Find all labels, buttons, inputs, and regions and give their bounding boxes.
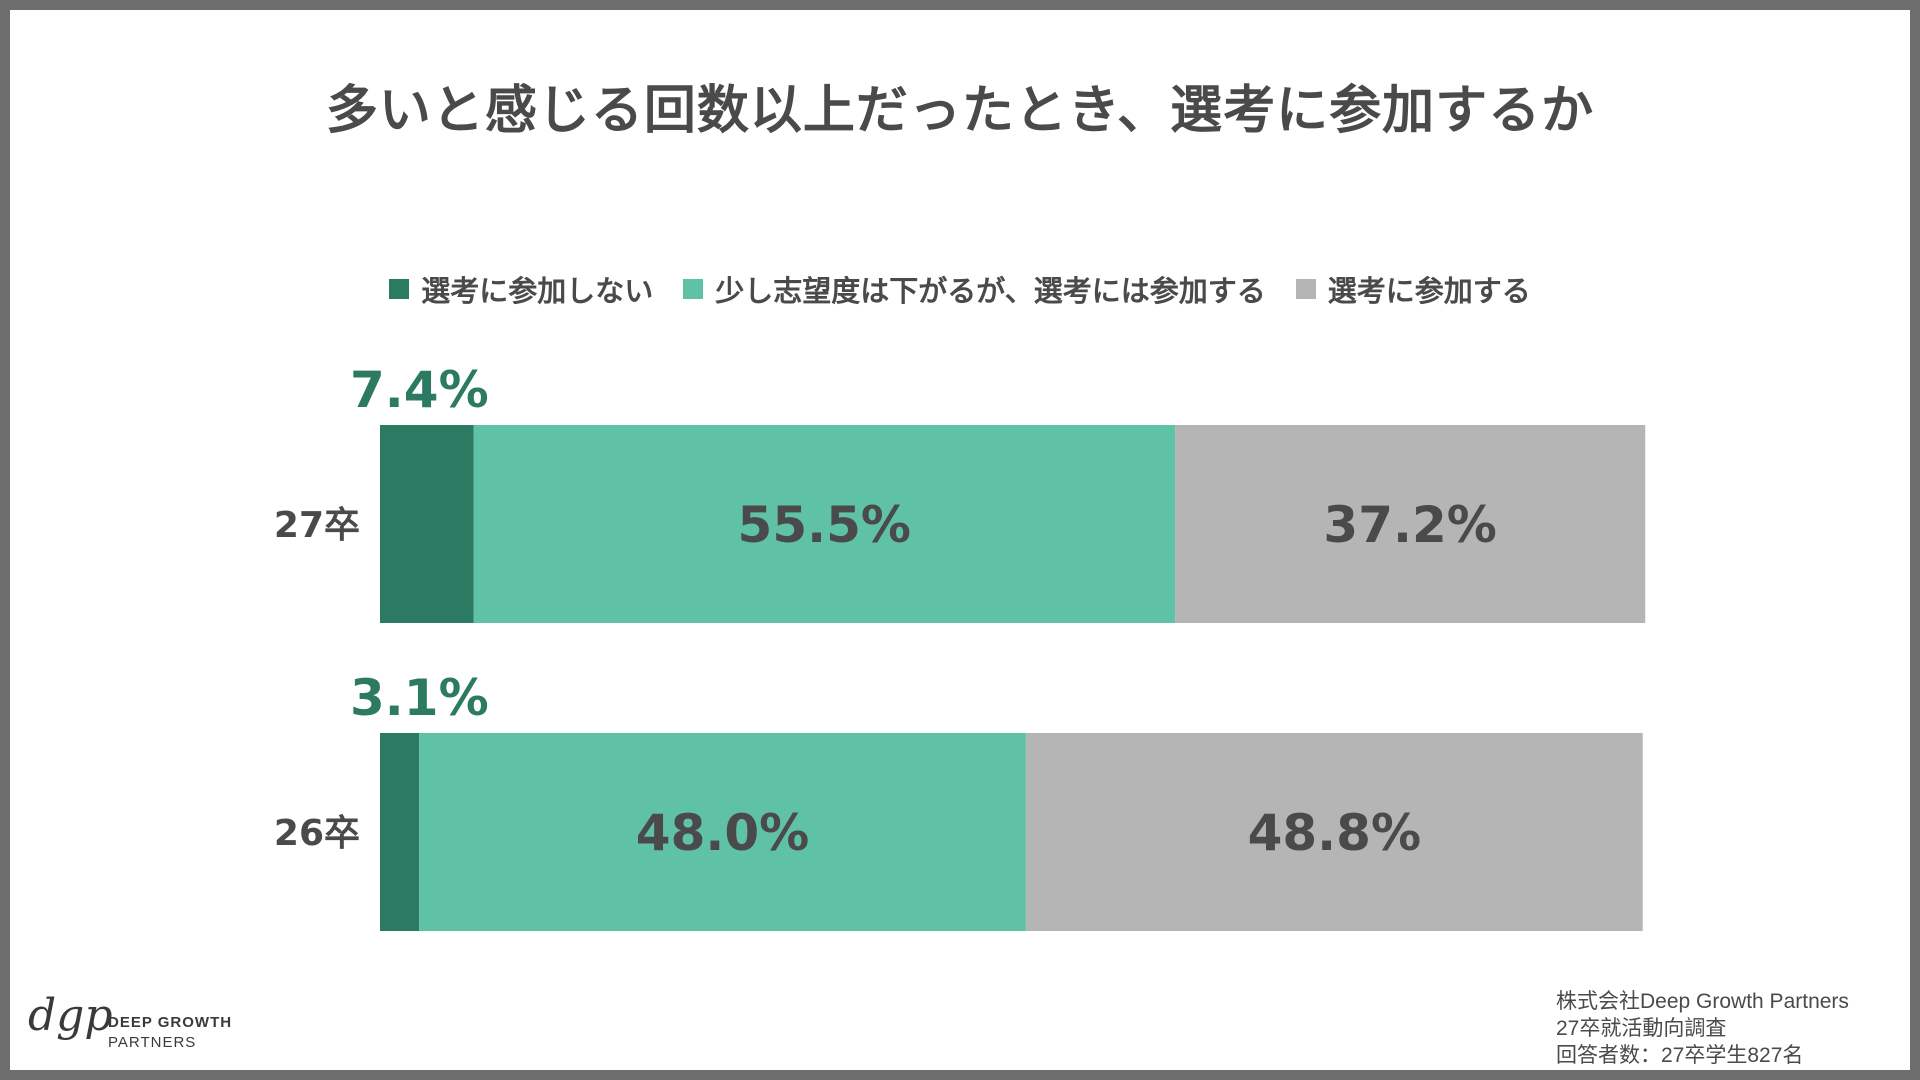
source-respondents: 回答者数：27卒学生827名 (1556, 1044, 1804, 1067)
legend-item-not-participate: 選考に参加しない (389, 268, 653, 310)
category-label: 26卒 (274, 813, 360, 854)
bar-segment (380, 425, 474, 623)
source-survey: 27卒就活動向調査 (1556, 1017, 1727, 1040)
logo-text-line2: PARTNERS (108, 1034, 197, 1051)
legend-item-participate-lower: 少し志望度は下がるが、選考には参加する (683, 268, 1266, 310)
data-label: 7.4% (350, 361, 489, 419)
bar-segment (1025, 733, 1643, 931)
category-label: 27卒 (274, 505, 360, 546)
bar-segment (1175, 425, 1646, 623)
data-label: 48.0% (636, 804, 809, 862)
legend-label: 選考に参加しない (421, 274, 654, 308)
bar-segment (419, 733, 1026, 931)
source-note: 株式会社Deep Growth Partners 27卒就活動向調査 回答者数：… (1556, 988, 1849, 1069)
logo-text-line1: DEEP GROWTH (108, 1014, 233, 1031)
slide: 多いと感じる回数以上だったとき、選考に参加するか 選考に参加しない 少し志望度は… (10, 10, 1910, 1070)
legend-swatch (389, 279, 410, 299)
legend-swatch (683, 279, 704, 299)
data-label: 55.5% (738, 496, 911, 554)
legend-label: 選考に参加する (1327, 274, 1531, 308)
data-label: 3.1% (350, 669, 489, 727)
legend: 選考に参加しない 少し志望度は下がるが、選考には参加する 選考に参加する (10, 268, 1910, 310)
legend-item-participate: 選考に参加する (1295, 268, 1531, 310)
bar-segment (473, 425, 1176, 623)
bar-segment (380, 733, 420, 931)
company-logo: dgp DEEP GROWTH PARTNERS (28, 990, 248, 1060)
data-label: 37.2% (1323, 496, 1496, 554)
data-label: 48.8% (1248, 804, 1421, 862)
source-company: 株式会社Deep Growth Partners (1556, 990, 1849, 1013)
logo-mark: dgp (28, 990, 113, 1041)
stacked-bar-chart: 27卒 7.4% 55.5% 37.2% 26卒 3.1% 48.0% 48.8% (274, 361, 1646, 931)
chart-title: 多いと感じる回数以上だったとき、選考に参加するか (325, 81, 1595, 141)
legend-swatch (1295, 279, 1316, 299)
legend-label: 少し志望度は下がるが、選考には参加する (715, 274, 1266, 308)
